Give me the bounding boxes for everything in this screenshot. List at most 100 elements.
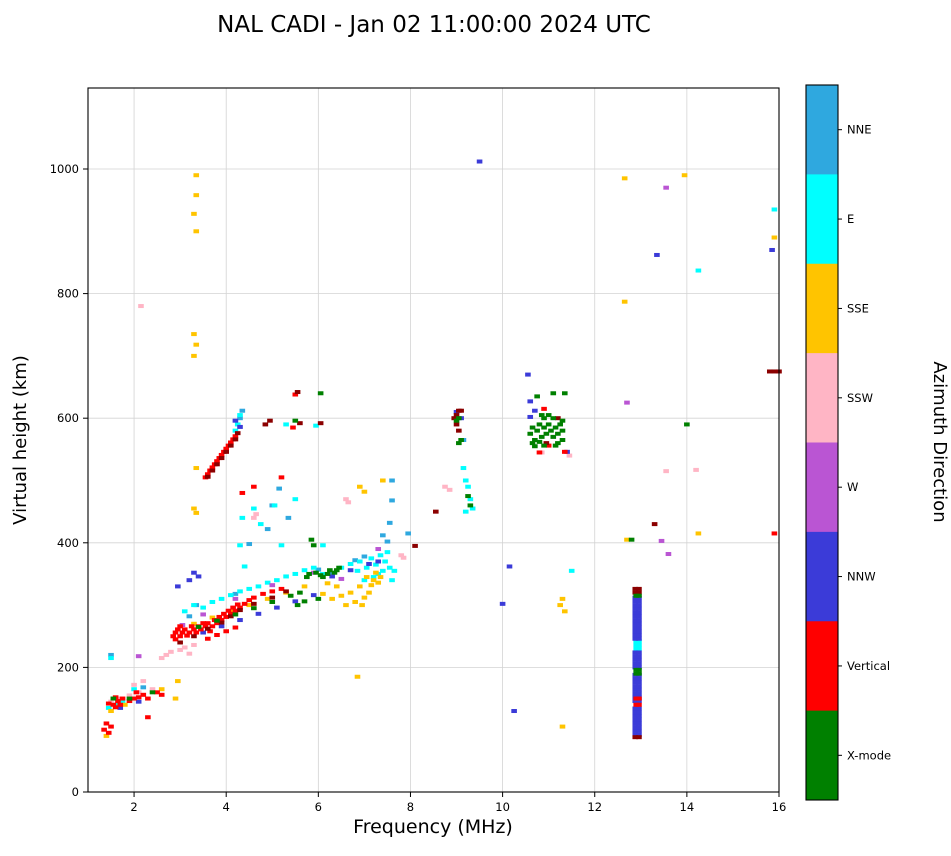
data-point	[191, 570, 197, 575]
data-point	[195, 574, 202, 579]
data-point	[382, 559, 388, 564]
data-point	[636, 735, 642, 740]
data-point	[465, 494, 471, 499]
data-point	[456, 441, 462, 446]
data-point	[283, 422, 289, 427]
data-point	[561, 391, 568, 396]
data-point	[278, 475, 285, 480]
data-point	[228, 614, 234, 619]
data-point	[251, 606, 257, 611]
data-point	[529, 425, 536, 430]
data-point	[632, 691, 639, 696]
x-tick-label: 8	[407, 800, 414, 814]
data-point	[140, 692, 147, 697]
data-point	[405, 531, 411, 536]
data-point	[239, 490, 246, 495]
data-point	[693, 467, 699, 472]
colorbar-segment	[806, 710, 838, 801]
colorbar-label: Azimuth Direction	[929, 361, 950, 522]
data-point	[191, 603, 197, 608]
data-point	[361, 595, 368, 600]
data-point	[695, 531, 702, 536]
data-point	[149, 687, 156, 692]
data-point	[251, 506, 257, 511]
colorbar-tick-label: SSE	[847, 301, 869, 315]
data-point	[636, 606, 642, 611]
x-tick-label: 16	[772, 800, 787, 814]
data-point	[274, 578, 280, 583]
data-point	[458, 408, 464, 413]
data-point	[636, 593, 642, 598]
data-point	[467, 497, 474, 502]
data-point	[186, 614, 193, 619]
data-point	[624, 400, 630, 405]
data-point	[292, 571, 299, 576]
data-point	[550, 391, 557, 396]
data-point	[232, 418, 239, 423]
data-point	[230, 605, 236, 610]
colorbar-segment	[806, 174, 838, 265]
data-point	[193, 466, 200, 471]
data-point	[386, 565, 393, 570]
data-point	[209, 615, 216, 620]
data-point	[135, 699, 142, 704]
data-point	[241, 564, 248, 569]
data-point	[338, 593, 345, 598]
data-point	[541, 425, 547, 430]
data-point	[108, 656, 114, 661]
data-point	[632, 710, 639, 715]
data-point	[632, 713, 639, 718]
data-point	[636, 706, 642, 711]
data-point	[237, 424, 243, 429]
colorbar-segment	[806, 531, 838, 622]
data-point	[292, 497, 299, 502]
data-point	[636, 676, 642, 681]
data-point	[195, 624, 202, 629]
data-point	[377, 575, 384, 580]
data-point	[301, 568, 308, 573]
data-point	[297, 421, 303, 426]
data-point	[628, 537, 635, 542]
data-point	[352, 558, 358, 563]
y-tick-label: 1000	[50, 162, 79, 176]
data-point	[695, 268, 702, 273]
colorbar-segment	[806, 621, 838, 712]
data-point	[209, 468, 216, 473]
data-point	[200, 605, 206, 610]
data-point	[204, 621, 211, 626]
data-point	[462, 509, 469, 514]
data-point	[228, 611, 234, 616]
data-point	[541, 406, 547, 411]
data-point	[636, 680, 642, 685]
data-point	[684, 422, 690, 427]
data-point	[636, 725, 642, 730]
data-point	[138, 304, 144, 309]
data-point	[370, 578, 377, 583]
data-point	[543, 441, 550, 446]
data-point	[636, 665, 642, 670]
data-point	[135, 695, 142, 700]
data-point	[264, 596, 271, 601]
data-point	[354, 568, 361, 573]
data-point	[204, 626, 211, 631]
data-point	[636, 610, 642, 615]
data-point	[246, 586, 253, 591]
data-point	[214, 459, 220, 464]
data-point	[681, 173, 688, 178]
data-point	[632, 625, 639, 630]
data-point	[336, 565, 342, 570]
data-point	[257, 522, 264, 527]
y-tick-label: 800	[57, 287, 79, 301]
data-point	[532, 438, 538, 442]
data-point	[308, 537, 315, 542]
data-point	[632, 618, 639, 623]
data-point	[550, 434, 557, 439]
x-tick-label: 6	[315, 800, 322, 814]
data-point	[209, 624, 216, 629]
data-point	[145, 715, 151, 720]
colorbar-tick-label: X-mode	[847, 748, 891, 762]
data-point	[184, 633, 190, 638]
data-point	[103, 733, 110, 738]
data-point	[327, 568, 333, 573]
data-point	[632, 665, 639, 670]
